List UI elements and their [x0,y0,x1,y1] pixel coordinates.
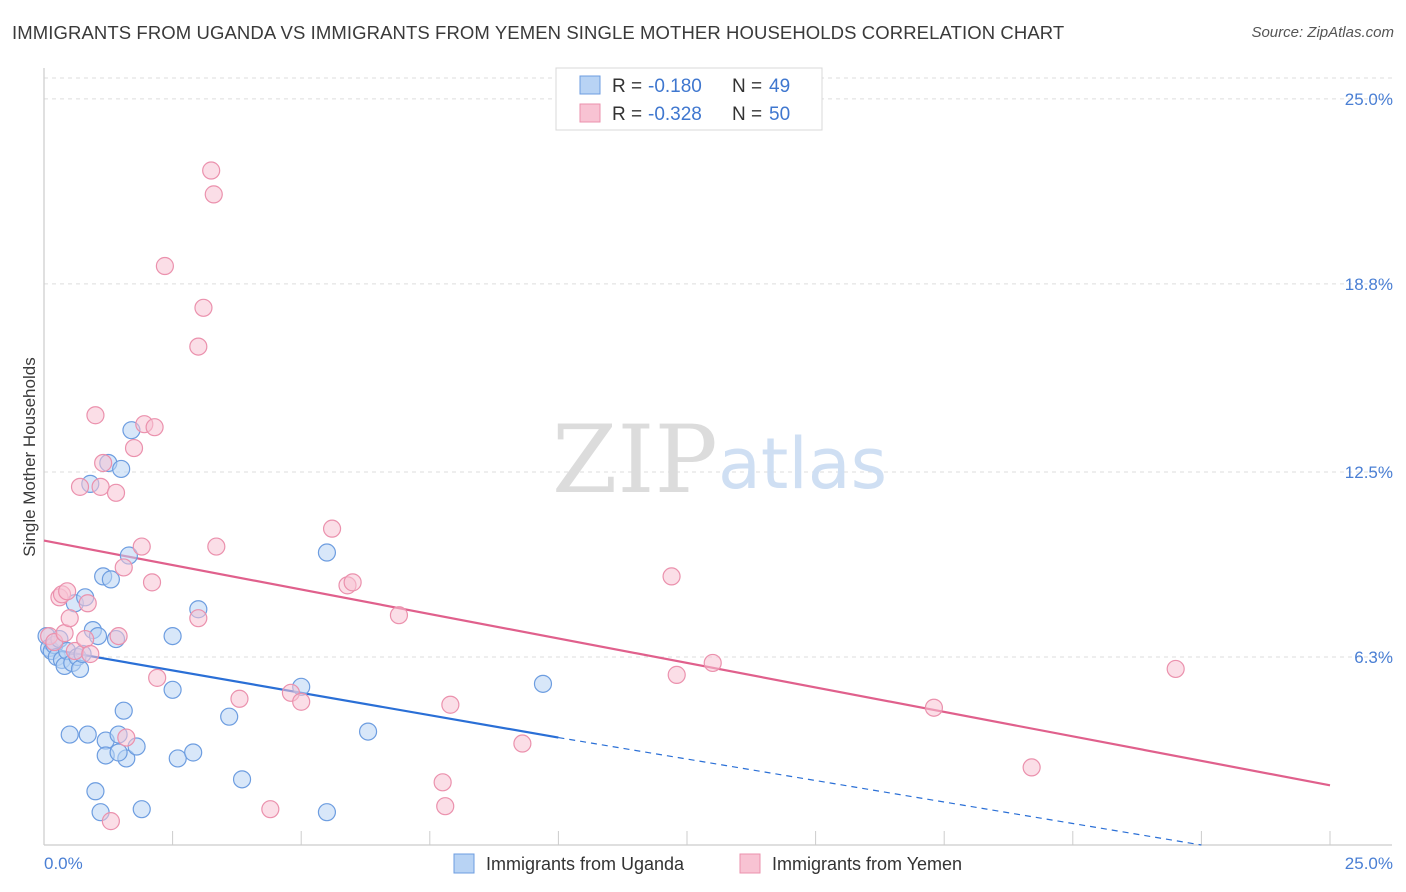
legend-n-label-yemen: N = [732,104,762,125]
data-point-yemen [101,812,120,831]
data-point-uganda [112,459,131,479]
data-point-yemen [207,537,226,556]
data-point-yemen [513,734,532,753]
data-point-yemen [114,558,133,577]
ticks-layer: 25.0% 18.8% 12.5% 6.3% 0.0% 25.0% [44,90,1393,873]
data-point-yemen [343,573,362,592]
y-axis-label: Single Mother Households [20,357,39,556]
legend-r-value-yemen: -0.328 [648,104,702,125]
data-point-uganda [114,701,133,720]
data-point-uganda [70,659,90,679]
legend-n-value-uganda: 49 [769,76,790,97]
data-point-uganda [168,749,187,768]
data-point-yemen [703,653,722,673]
data-point-yemen [86,406,105,425]
chart-source: Source: ZipAtlas.com [1251,24,1394,41]
data-point-yemen [433,773,452,792]
data-point-yemen [230,689,249,708]
data-point-uganda [317,803,337,822]
data-point-yemen [124,438,144,458]
data-point-yemen [117,728,136,747]
legend-r-label-yemen: R = [612,104,642,125]
data-point-uganda [232,770,252,789]
trend-line-yemen [43,539,1331,787]
legend-n-value-yemen: 50 [769,104,790,125]
data-point-yemen [194,298,213,317]
top-legend: R = -0.180 N = 49 R = -0.328 N = 50 [555,67,823,131]
data-point-uganda [358,722,378,741]
watermark: ZIP atlas [552,406,887,515]
x-tick-label-end: 25.0% [1345,854,1393,873]
legend-swatch-yemen [579,103,601,123]
data-point-uganda [533,674,553,693]
y-tick-label: 18.8% [1345,275,1393,294]
data-point-yemen [142,573,162,592]
data-point-yemen [91,477,110,496]
data-point-yemen [81,644,100,664]
data-point-yemen [109,626,128,646]
data-point-yemen [94,453,113,473]
data-point-uganda [220,707,239,726]
data-point-yemen [1022,758,1041,777]
data-point-yemen [189,337,208,356]
bottom-legend-label-uganda: Immigrants from Uganda [486,854,685,874]
data-point-yemen [667,665,686,684]
data-point-uganda [317,543,337,562]
data-point-yemen [78,594,97,613]
data-point-yemen [261,800,280,819]
data-point-uganda [163,626,182,646]
y-tick-label: 12.5% [1345,463,1393,482]
data-point-yemen [60,609,79,628]
data-point-uganda [86,782,105,801]
data-point-uganda [163,680,182,699]
data-point-yemen [70,477,90,496]
data-point-uganda [184,743,203,762]
data-point-yemen [204,185,223,204]
data-point-uganda [132,800,151,819]
bottom-legend-swatch-yemen [739,853,761,874]
data-point-yemen [924,698,944,717]
data-point-uganda [101,570,120,589]
data-point-yemen [1166,659,1185,679]
points-layer [37,161,1185,831]
data-point-yemen [58,582,77,601]
data-point-yemen [322,519,342,538]
legend-swatch-uganda [579,75,601,95]
bottom-legend-swatch-uganda [453,853,475,874]
data-point-yemen [148,668,167,687]
legend-r-label-uganda: R = [612,76,642,97]
bottom-legend-label-yemen: Immigrants from Yemen [772,854,962,874]
watermark-zip: ZIP [552,406,718,515]
axis-layer [43,68,1392,846]
data-point-uganda [109,743,128,762]
legend-n-label-uganda: N = [732,76,762,97]
y-tick-label: 6.3% [1354,648,1393,667]
data-point-yemen [145,418,164,437]
data-point-yemen [292,692,311,711]
data-point-yemen [106,483,126,502]
data-point-yemen [662,567,681,586]
data-point-yemen [436,797,455,816]
data-point-yemen [389,606,409,625]
grid-layer [44,77,1392,658]
data-point-uganda [60,725,79,744]
data-point-yemen [202,161,221,180]
legend-r-value-uganda: -0.180 [648,76,702,97]
data-point-uganda [78,725,97,744]
y-tick-label: 25.0% [1345,90,1393,109]
trend-line-extension-uganda [558,736,1202,846]
data-point-yemen [189,609,208,628]
data-point-yemen [132,537,151,556]
watermark-atlas: atlas [718,423,887,505]
data-point-yemen [441,695,460,714]
bottom-legend: Immigrants from Uganda Immigrants from Y… [453,853,962,874]
chart-title: IMMIGRANTS FROM UGANDA VS IMMIGRANTS FRO… [12,22,1065,43]
x-tick-label-start: 0.0% [44,854,83,873]
data-point-yemen [155,256,174,276]
